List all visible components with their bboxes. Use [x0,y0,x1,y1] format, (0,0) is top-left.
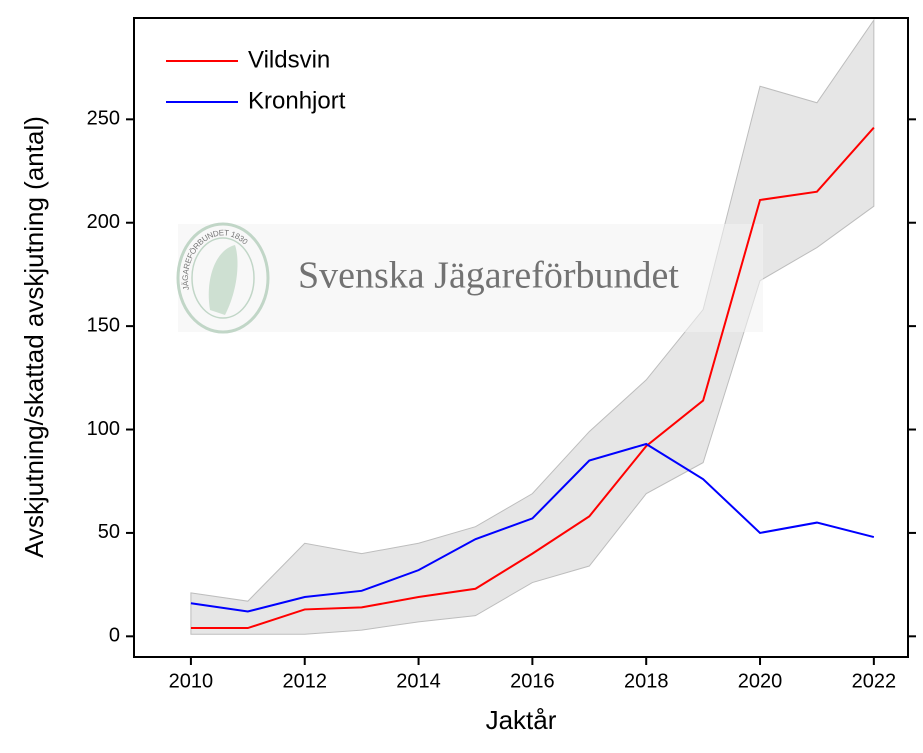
x-axis-title: Jaktår [486,705,557,735]
x-tick-label: 2022 [852,670,897,692]
y-tick-label: 150 [87,314,120,336]
y-tick-label: 200 [87,211,120,233]
x-tick-label: 2018 [624,670,669,692]
watermark-logo-inner [191,237,255,319]
watermark-text: Svenska Jägareförbundet [298,255,679,297]
legend-label: Vildsvin [248,46,330,73]
watermark-bird [208,245,238,315]
x-tick-label: 2014 [396,670,441,692]
x-tick-label: 2010 [169,670,214,692]
series-line [190,126,875,630]
watermark-logo [176,222,270,334]
series-line [190,442,875,613]
watermark-background [178,224,763,332]
x-tick-label: 2016 [510,670,555,692]
y-tick-label: 100 [87,418,120,440]
x-tick-label: 2020 [738,670,783,692]
legend-label: Kronhjort [248,87,346,114]
y-tick-label: 50 [98,521,120,543]
y-axis-title: Avskjutning/skattad avskjutning (antal) [19,116,49,558]
plot-frame [133,17,909,658]
y-tick-label: 0 [109,625,120,647]
y-tick-label: 250 [87,108,120,130]
x-tick-label: 2012 [282,670,327,692]
